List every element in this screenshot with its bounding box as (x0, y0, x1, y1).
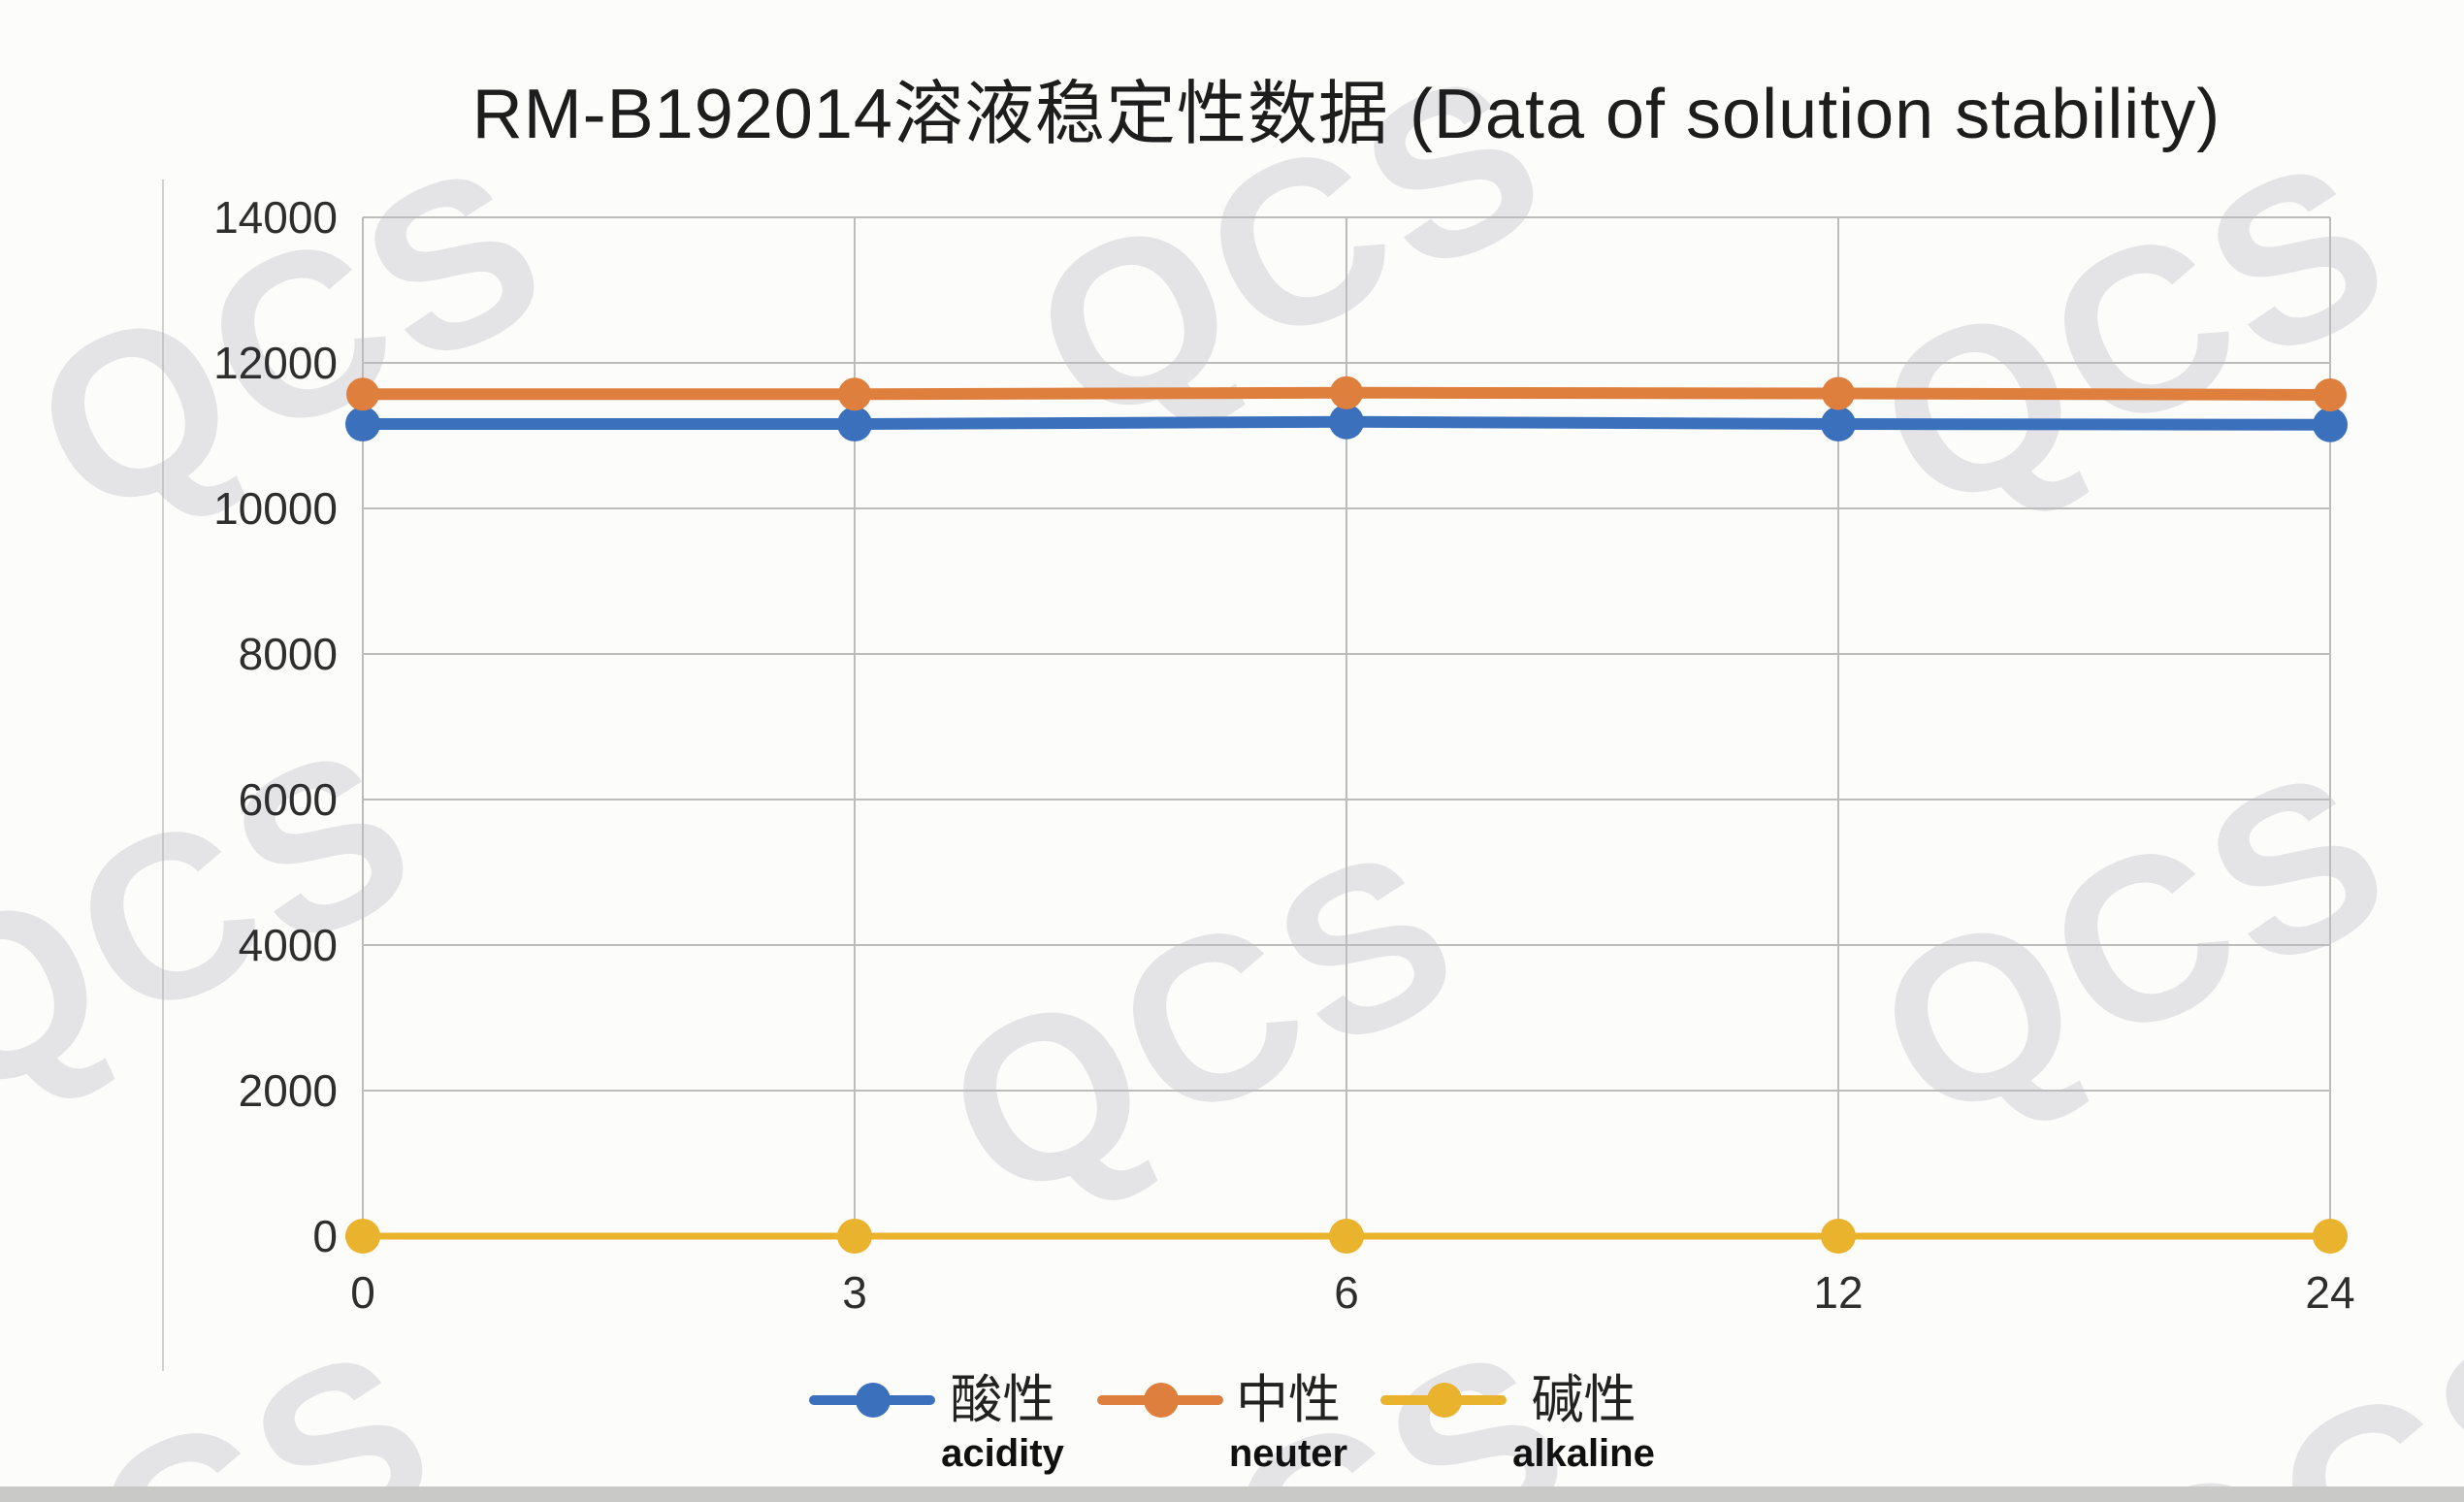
y-tick-label: 14000 (213, 192, 338, 243)
data-marker-acidity (1329, 404, 1364, 440)
x-tick-label: 3 (842, 1267, 867, 1318)
data-marker-neuter (838, 377, 871, 411)
legend-label-cn: 中性 (1235, 1371, 1341, 1429)
data-marker-alkaline (345, 1219, 380, 1254)
data-marker-alkaline (1821, 1219, 1856, 1254)
legend-item-alkaline: 碱性 alkaline (1380, 1370, 1655, 1475)
data-marker-neuter (346, 377, 379, 411)
y-tick-label: 8000 (238, 629, 338, 679)
chart-title: RM-B192014溶液稳定性数据 (Data of solution stab… (471, 76, 2221, 153)
x-tick-label: 6 (1334, 1267, 1359, 1318)
data-marker-alkaline (2313, 1219, 2348, 1254)
legend-line-marker-swatch (1380, 1370, 1508, 1426)
y-tick-label: 6000 (238, 774, 338, 825)
x-tick-label: 24 (2305, 1267, 2355, 1318)
legend-item-acidity: 酸性 acidity (809, 1370, 1064, 1475)
photo-bottom-edge-strip (0, 1486, 2464, 1502)
data-marker-alkaline (1329, 1219, 1364, 1254)
chart-legend: 酸性 acidity 中性 neuter 碱性 alkaline (0, 1370, 2464, 1475)
data-marker-acidity (1821, 407, 1856, 441)
legend-label-en: acidity (941, 1432, 1064, 1475)
data-marker-neuter (1330, 376, 1363, 409)
y-tick-label: 0 (312, 1211, 338, 1261)
legend-line-marker-swatch (1096, 1370, 1223, 1426)
y-tick-label: 10000 (213, 483, 338, 534)
data-marker-alkaline (837, 1219, 872, 1254)
data-marker-acidity (837, 407, 872, 441)
data-marker-acidity (345, 407, 380, 441)
data-marker-acidity (2313, 407, 2348, 442)
x-tick-label: 0 (350, 1267, 375, 1318)
legend-label-en: alkaline (1512, 1432, 1655, 1475)
legend-label-en: neuter (1228, 1432, 1348, 1475)
legend-label-cn: 酸性 (950, 1371, 1055, 1429)
legend-item-neuter: 中性 neuter (1096, 1370, 1348, 1475)
legend-label-cn: 碱性 (1531, 1371, 1637, 1429)
x-tick-label: 12 (1813, 1267, 1864, 1318)
legend-line-marker-swatch (809, 1370, 936, 1426)
photo-left-border-line (162, 180, 164, 1371)
y-tick-label: 2000 (238, 1065, 338, 1116)
y-tick-label: 12000 (213, 338, 338, 388)
data-marker-neuter (2314, 378, 2347, 411)
data-marker-neuter (1822, 376, 1855, 410)
y-tick-label: 4000 (238, 920, 338, 970)
